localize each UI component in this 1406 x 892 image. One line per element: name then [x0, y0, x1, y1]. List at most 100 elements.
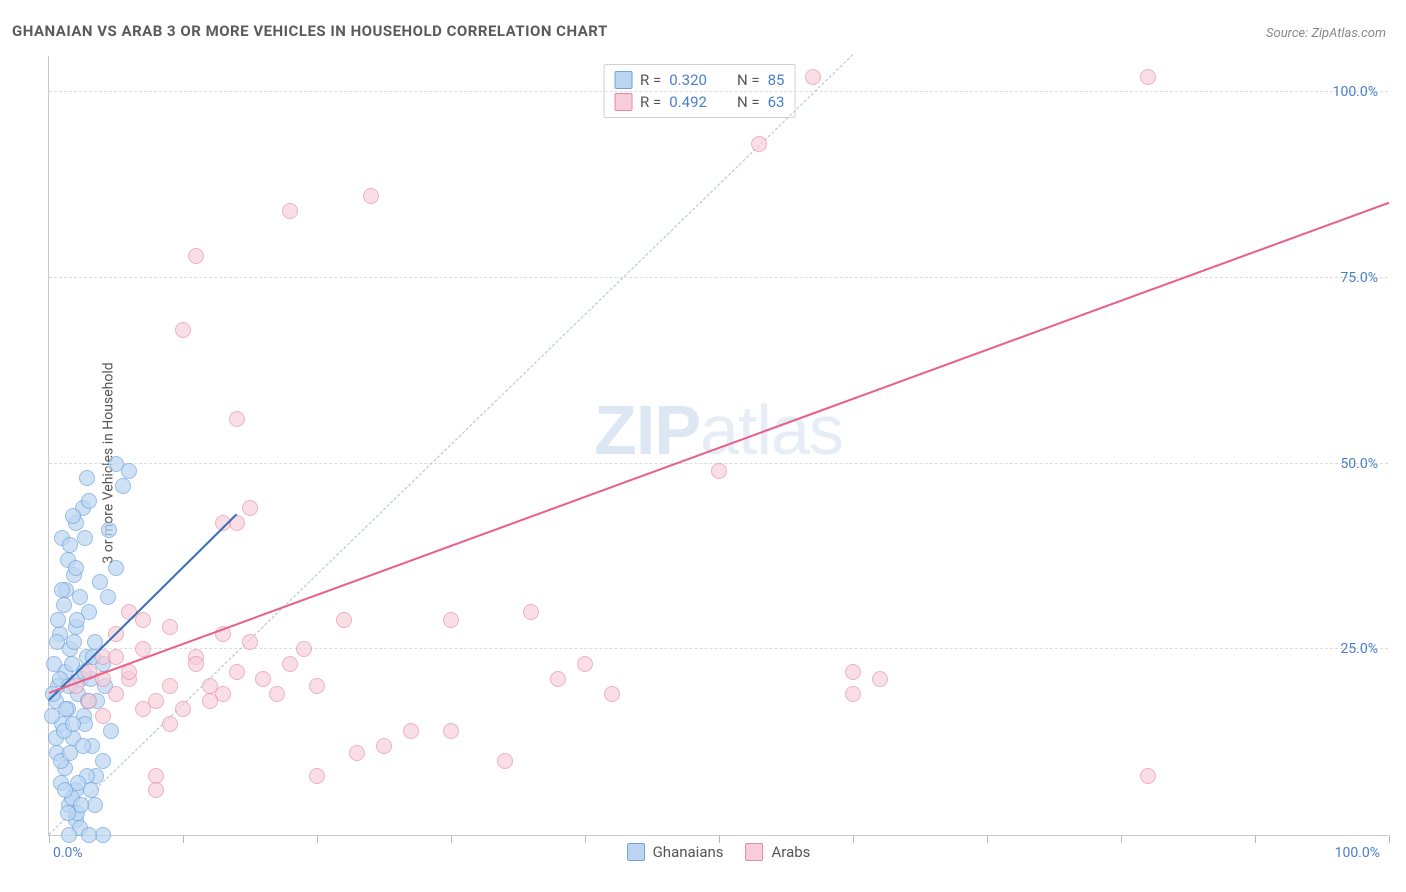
x-tick: [317, 835, 318, 843]
r-value: 0.492: [669, 93, 707, 111]
n-label: N =: [737, 93, 760, 111]
data-point: [376, 738, 392, 754]
data-point: [175, 322, 191, 338]
chart-wrap: 3 or more Vehicles in Household ZIPatlas…: [0, 48, 1406, 878]
data-point: [46, 656, 62, 672]
legend-row-ghanaians: R = 0.320 N = 85: [614, 69, 784, 91]
data-point: [95, 753, 111, 769]
data-point: [309, 768, 325, 784]
data-point: [443, 612, 459, 628]
trend-line: [49, 202, 1390, 694]
data-point: [162, 716, 178, 732]
r-label: R =: [640, 93, 661, 111]
data-point: [103, 723, 119, 739]
x-tick-min: 0.0%: [53, 845, 83, 861]
x-tick: [853, 835, 854, 843]
x-tick: [719, 835, 720, 843]
data-point: [805, 69, 821, 85]
data-point: [54, 582, 70, 598]
data-point: [81, 693, 97, 709]
legend-item-arabs: Arabs: [746, 843, 811, 861]
watermark-atlas: atlas: [700, 391, 843, 469]
data-point: [845, 686, 861, 702]
x-tick: [49, 835, 50, 843]
n-value: 85: [768, 71, 785, 89]
swatch-ghanaians: [614, 71, 632, 89]
data-point: [751, 136, 767, 152]
data-point: [101, 522, 117, 538]
data-point: [68, 560, 84, 576]
y-tick-label: 25.0%: [1340, 641, 1378, 657]
data-point: [44, 708, 60, 724]
legend-label: Ghanaians: [653, 843, 724, 861]
data-point: [282, 203, 298, 219]
data-point: [577, 656, 593, 672]
r-label: R =: [640, 71, 661, 89]
n-label: N =: [737, 71, 760, 89]
data-point: [872, 671, 888, 687]
data-point: [269, 686, 285, 702]
legend-label: Arabs: [772, 843, 811, 861]
data-point: [229, 411, 245, 427]
n-value: 63: [768, 93, 785, 111]
data-point: [711, 463, 727, 479]
data-point: [1140, 69, 1156, 85]
data-point: [92, 574, 108, 590]
data-point: [363, 188, 379, 204]
data-point: [188, 248, 204, 264]
data-point: [77, 530, 93, 546]
data-point: [242, 500, 258, 516]
data-point: [49, 634, 65, 650]
data-point: [175, 701, 191, 717]
swatch-arabs: [746, 843, 764, 861]
data-point: [62, 745, 78, 761]
data-point: [73, 797, 89, 813]
gridline: [49, 91, 1388, 92]
swatch-ghanaians: [627, 843, 645, 861]
data-point: [188, 656, 204, 672]
series-legend: Ghanaians Arabs: [627, 843, 811, 861]
data-point: [108, 456, 124, 472]
data-point: [66, 634, 82, 650]
data-point: [550, 671, 566, 687]
data-point: [845, 664, 861, 680]
data-point: [282, 656, 298, 672]
data-point: [65, 716, 81, 732]
x-tick-max: 100.0%: [1335, 845, 1380, 861]
data-point: [1140, 768, 1156, 784]
chart-title: GHANAIAN VS ARAB 3 OR MORE VEHICLES IN H…: [0, 22, 1406, 40]
data-point: [523, 604, 539, 620]
swatch-arabs: [614, 93, 632, 111]
watermark: ZIPatlas: [594, 390, 843, 470]
source-value: ZipAtlas.com: [1311, 26, 1386, 41]
data-point: [443, 723, 459, 739]
data-point: [70, 775, 86, 791]
data-point: [81, 493, 97, 509]
data-point: [100, 589, 116, 605]
data-point: [604, 686, 620, 702]
x-tick: [1255, 835, 1256, 843]
chart-container: GHANAIAN VS ARAB 3 OR MORE VEHICLES IN H…: [0, 0, 1406, 892]
data-point: [255, 671, 271, 687]
data-point: [202, 693, 218, 709]
source-attribution: Source: ZipAtlas.com: [1266, 26, 1386, 41]
data-point: [81, 827, 97, 843]
data-point: [108, 686, 124, 702]
y-tick-label: 50.0%: [1340, 456, 1378, 472]
data-point: [50, 612, 66, 628]
x-tick: [1389, 835, 1390, 843]
plot-area: ZIPatlas R = 0.320 N = 85 R = 0.492 N =: [48, 56, 1388, 836]
data-point: [65, 508, 81, 524]
legend-item-ghanaians: Ghanaians: [627, 843, 724, 861]
data-point: [58, 701, 74, 717]
data-point: [115, 478, 131, 494]
legend-row-arabs: R = 0.492 N = 63: [614, 91, 784, 113]
data-point: [309, 678, 325, 694]
x-tick: [183, 835, 184, 843]
y-tick-label: 100.0%: [1333, 84, 1378, 100]
data-point: [95, 708, 111, 724]
data-point: [62, 537, 78, 553]
data-point: [108, 649, 124, 665]
data-point: [296, 641, 312, 657]
y-tick-label: 75.0%: [1340, 270, 1378, 286]
